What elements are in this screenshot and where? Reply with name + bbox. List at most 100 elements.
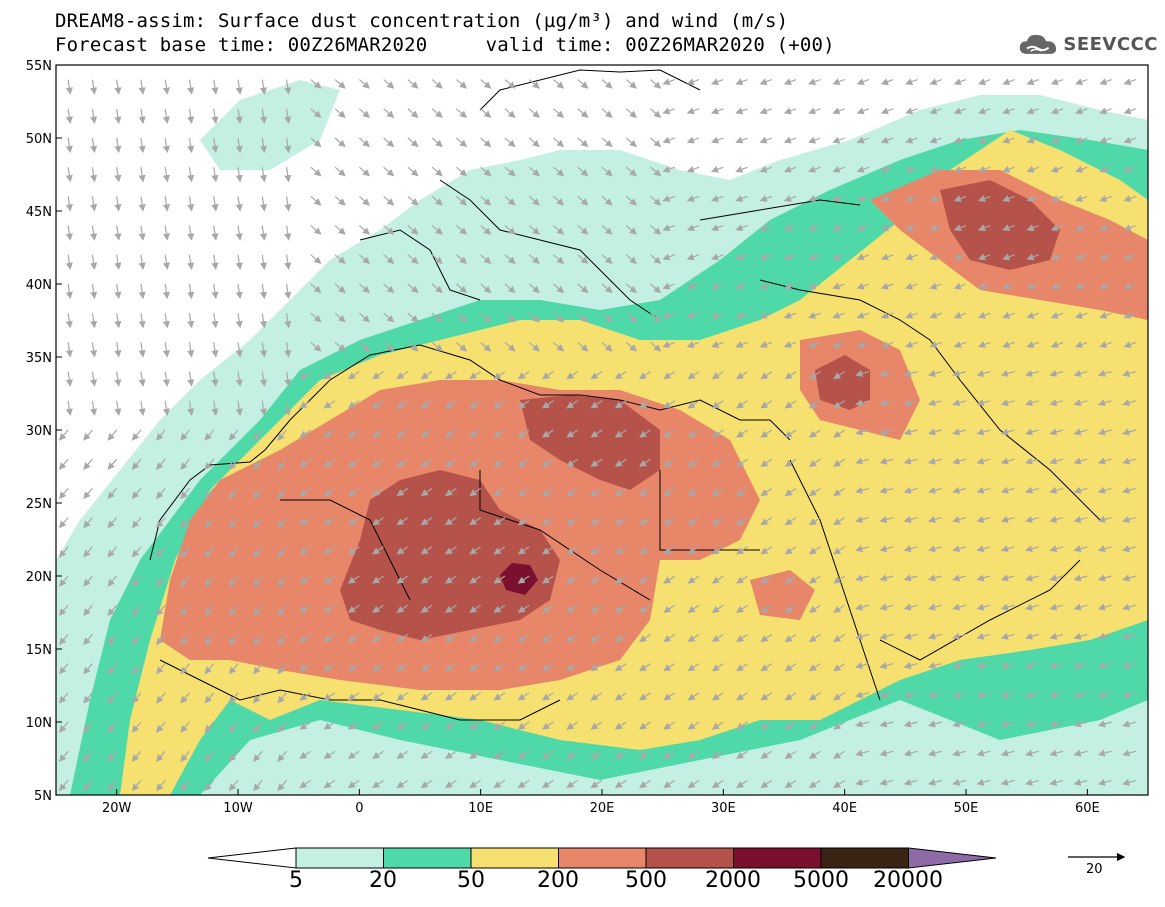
wind-arrow bbox=[1049, 632, 1064, 640]
wind-arrow bbox=[358, 283, 371, 294]
wind-arrow bbox=[323, 604, 336, 613]
wind-arrow bbox=[383, 283, 395, 294]
wind-arrow bbox=[856, 341, 870, 348]
wind-arrow bbox=[180, 750, 190, 762]
wind-arrow bbox=[1000, 632, 1015, 640]
wind-arrow bbox=[253, 780, 263, 792]
wind-arrow bbox=[711, 282, 724, 290]
wind-arrow bbox=[927, 457, 942, 465]
wind-arrow bbox=[383, 225, 395, 235]
wind-arrow bbox=[663, 400, 676, 409]
wind-arrow bbox=[952, 632, 967, 640]
wind-arrow bbox=[927, 603, 942, 611]
wind-arrow bbox=[1075, 78, 1088, 86]
wind-arrow bbox=[1049, 662, 1064, 669]
wind-arrow bbox=[856, 195, 870, 202]
wind-arrow bbox=[879, 457, 894, 465]
wind-arrow bbox=[323, 692, 336, 701]
wind-arrow bbox=[131, 458, 142, 470]
wind-arrow bbox=[1097, 720, 1112, 728]
wind-arrow bbox=[735, 78, 748, 86]
wind-arrow bbox=[407, 79, 419, 89]
wind-arrow bbox=[65, 342, 73, 358]
wind-arrow bbox=[639, 750, 651, 759]
wind-arrow bbox=[833, 517, 845, 526]
wind-arrow bbox=[420, 546, 433, 555]
wind-arrow bbox=[1073, 370, 1088, 377]
wind-arrow bbox=[879, 603, 894, 611]
wind-arrow bbox=[927, 720, 942, 728]
wind-arrow bbox=[493, 750, 506, 759]
wind-arrow bbox=[162, 283, 170, 300]
wind-arrow bbox=[663, 779, 676, 789]
wind-arrow bbox=[456, 79, 468, 89]
wind-arrow bbox=[808, 517, 821, 526]
wind-arrow bbox=[855, 632, 870, 640]
wind-arrow bbox=[480, 225, 492, 235]
wind-arrow bbox=[420, 429, 433, 438]
wind-arrow bbox=[833, 429, 845, 438]
wind-arrow bbox=[808, 311, 821, 319]
wind-arrow bbox=[711, 633, 724, 643]
wind-arrow bbox=[590, 429, 603, 438]
wind-arrow bbox=[299, 721, 312, 730]
wind-arrow bbox=[808, 575, 821, 584]
wind-arrow bbox=[277, 750, 287, 762]
wind-arrow bbox=[493, 604, 506, 613]
wind-arrow bbox=[517, 721, 530, 730]
colorbar-under-tip bbox=[207, 847, 297, 869]
seevccc-logo: SEEVCCC bbox=[1018, 28, 1158, 60]
wind-arrow bbox=[456, 225, 468, 235]
wind-arrow bbox=[1073, 632, 1088, 640]
wind-arrow bbox=[687, 604, 700, 613]
wind-arrow bbox=[783, 107, 797, 115]
wind-arrow bbox=[879, 778, 894, 786]
wind-arrow bbox=[650, 166, 662, 177]
wind-arrow bbox=[855, 778, 870, 786]
wind-arrow bbox=[977, 282, 991, 290]
wind-arrow bbox=[577, 108, 589, 118]
wind-arrow bbox=[553, 225, 565, 235]
wind-arrow bbox=[614, 633, 627, 643]
wind-arrow bbox=[431, 166, 443, 177]
wind-arrow bbox=[65, 283, 73, 300]
wind-arrow bbox=[929, 253, 942, 261]
wind-arrow bbox=[855, 545, 870, 553]
lat-label: 5N bbox=[34, 789, 52, 804]
wind-arrow bbox=[833, 604, 845, 613]
wind-arrow bbox=[1002, 224, 1015, 232]
wind-arrow bbox=[614, 779, 627, 789]
wind-arrow bbox=[347, 779, 360, 789]
wind-arrow bbox=[1025, 457, 1039, 465]
wind-arrow bbox=[114, 79, 122, 95]
wind-arrow bbox=[180, 692, 190, 704]
wind-arrow bbox=[687, 779, 700, 789]
wind-arrow bbox=[903, 370, 918, 377]
wind-arrow bbox=[204, 604, 215, 616]
wind-arrow bbox=[577, 137, 589, 148]
wind-arrow bbox=[259, 342, 268, 358]
wind-arrow bbox=[204, 663, 215, 675]
wind-arrow bbox=[299, 692, 312, 701]
wind-arrow bbox=[711, 341, 724, 348]
lat-label: 55N bbox=[26, 59, 52, 74]
wind-arrow bbox=[879, 370, 894, 377]
colorbar-swatch bbox=[295, 847, 384, 869]
wind-arrow bbox=[528, 225, 540, 235]
wind-arrow bbox=[396, 429, 409, 438]
wind-arrow bbox=[1123, 341, 1137, 348]
wind-arrow bbox=[83, 575, 93, 587]
wind-arrow bbox=[204, 750, 215, 762]
wind-arrow bbox=[953, 224, 967, 232]
wind-arrow bbox=[420, 371, 433, 380]
wind-arrow bbox=[662, 195, 676, 202]
wind-arrow bbox=[420, 458, 433, 467]
wind-arrow bbox=[90, 108, 98, 124]
wind-arrow bbox=[1050, 136, 1064, 144]
wind-arrow bbox=[162, 342, 170, 358]
wind-arrow bbox=[903, 720, 918, 728]
wind-arrow bbox=[347, 371, 360, 380]
wind-arrow bbox=[783, 282, 797, 290]
wind-arrow bbox=[65, 79, 73, 95]
wind-arrow bbox=[735, 195, 748, 202]
